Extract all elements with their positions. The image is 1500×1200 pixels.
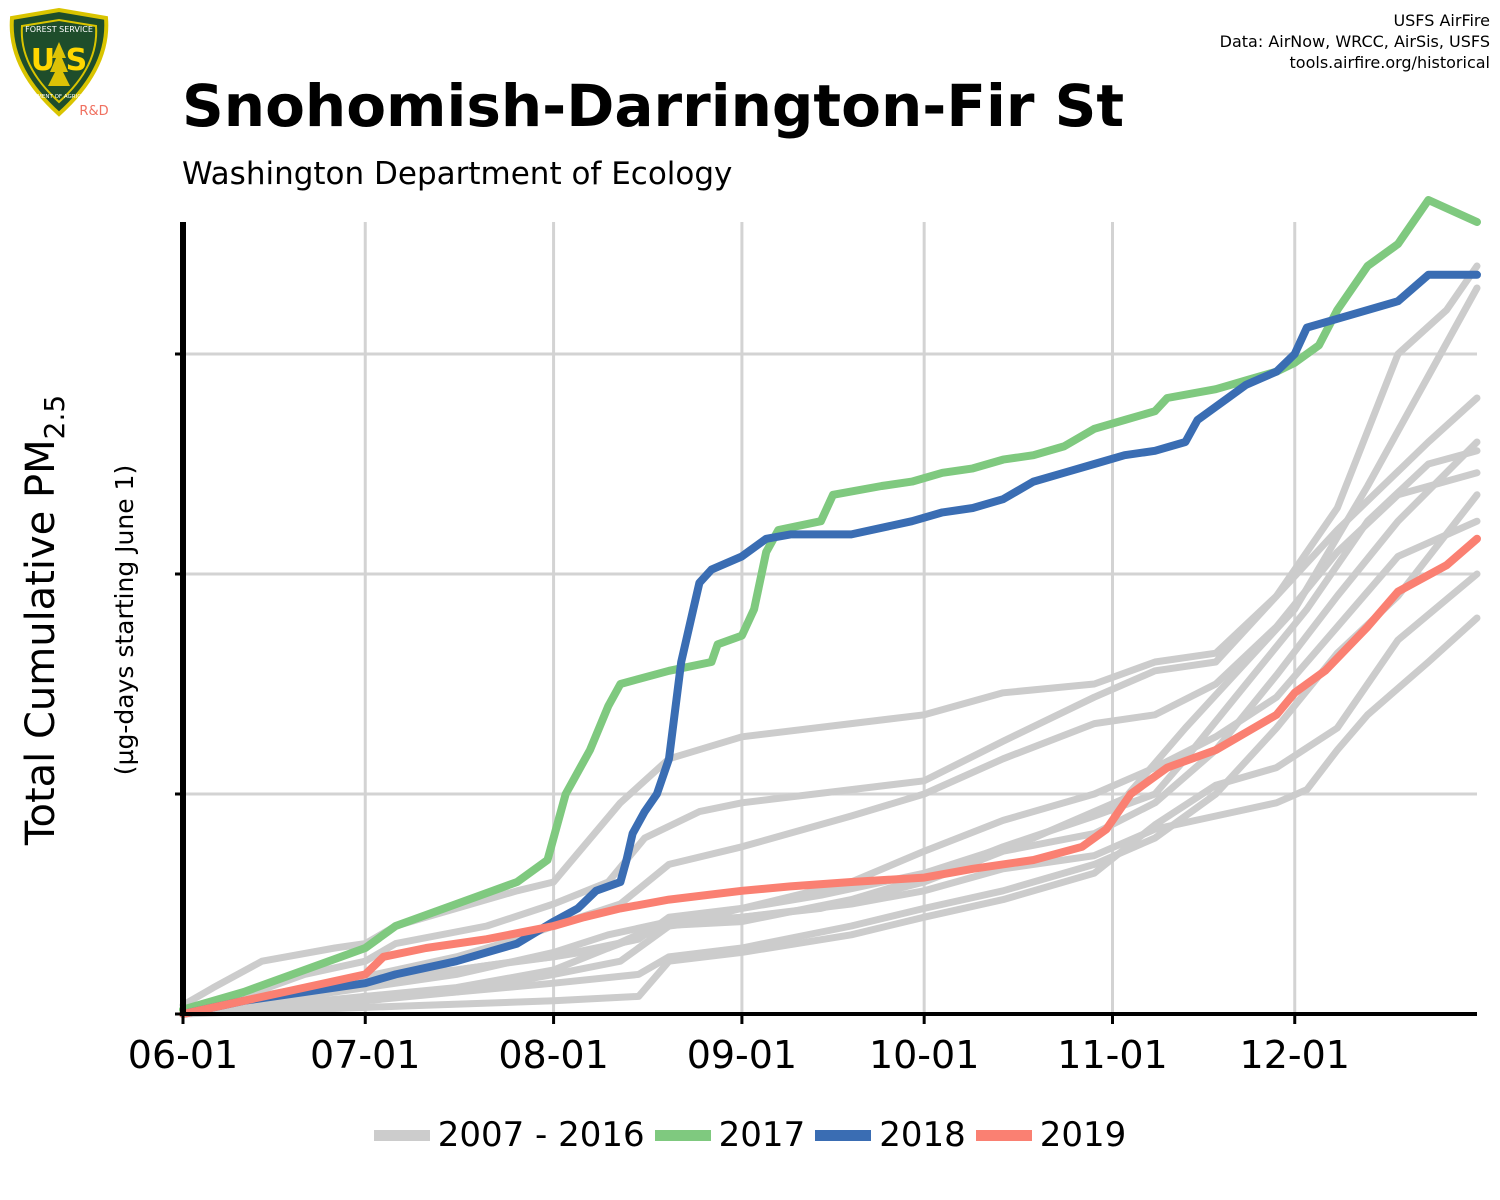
usfs-logo: FOREST SERVICE U S DEPARTMENT OF AGRICUL… [6,7,112,120]
x-tick-label: 09-01 [687,1033,797,1077]
x-tick-label: 08-01 [498,1033,608,1077]
credits-block: USFS AirFire Data: AirNow, WRCC, AirSis,… [1220,10,1490,73]
credit-line-url: tools.airfire.org/historical [1289,53,1490,72]
background-year-line [179,262,1481,1009]
credit-line-airfire: USFS AirFire [1393,11,1490,30]
background-years-lines [179,262,1481,1018]
legend: 2007 - 2016 2017 2018 2019 [0,1112,1500,1158]
series-line-2018 [179,270,1481,1018]
legend-item: 2007 - 2016 [373,1115,645,1155]
logo-ring-bottom-text: DEPARTMENT OF AGRICULTURE [16,94,103,100]
legend-swatch [654,1129,711,1141]
legend-item: 2018 [815,1115,966,1155]
chart-title: Snohomish-Darrington-Fir St [182,72,1125,140]
y-axis-label: Total Cumulative PM2.5 [18,395,71,846]
y-axis-note: (µg-days starting June 1) [110,465,139,775]
legend-swatch [975,1129,1032,1141]
x-tick-label: 11-01 [1057,1033,1167,1077]
legend-item: 2017 [654,1115,806,1155]
x-tick-label: 06-01 [128,1033,238,1077]
highlight-years-lines [179,196,1481,1018]
logo-ring-top-text: FOREST SERVICE [25,25,93,34]
legend-item: 2019 [975,1115,1127,1155]
axes: 06-01 07-01 08-01 09-01 10-01 11-01 12-01 [128,222,1477,1077]
background-year-line [179,469,1481,1014]
series-line-2019 [179,534,1481,1018]
legend-label: 2017 [718,1115,806,1155]
legend-label: 2019 [1039,1115,1127,1155]
legend-label: 2007 - 2016 [437,1115,645,1155]
legend-label: 2018 [879,1115,966,1155]
chart-subtitle: Washington Department of Ecology [182,156,733,192]
forest-service-shield-icon: FOREST SERVICE U S DEPARTMENT OF AGRICUL… [9,7,109,119]
y-axis-label-group: Total Cumulative PM2.5 (µg-days starting… [18,395,139,846]
background-year-line [179,517,1481,1018]
credit-line-data-sources: Data: AirNow, WRCC, AirSis, USFS [1219,32,1490,51]
legend-swatch [815,1129,872,1141]
x-tick-label: 12-01 [1240,1033,1350,1077]
background-year-line [179,570,1481,1018]
logo-rd-tag: R&D [79,104,108,119]
x-tick-label: 10-01 [869,1033,979,1077]
x-tick-label: 07-01 [310,1033,420,1077]
background-year-line [179,394,1481,1014]
legend-swatch [373,1129,430,1141]
background-year-line [179,614,1481,1018]
